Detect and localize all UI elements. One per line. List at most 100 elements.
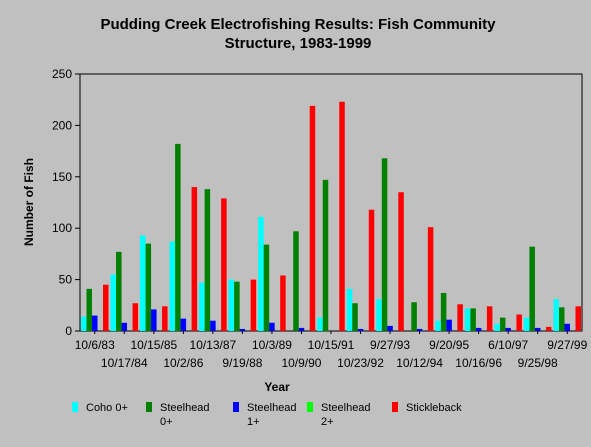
- bar-steelhead-0-0: [86, 288, 93, 331]
- bar-steelhead-0-9: [352, 303, 358, 331]
- chart-title-line-1: Pudding Creek Electrofishing Results: Fi…: [100, 16, 496, 33]
- legend-swatch: [307, 402, 313, 412]
- x-tick-label: 10/17/84: [101, 356, 148, 370]
- plot-area: [79, 73, 583, 332]
- bar-steelhead-1-10: [387, 325, 393, 331]
- bar-stickleback-0: [103, 284, 109, 331]
- x-tick-label: 10/2/86: [163, 356, 203, 370]
- y-tick-label: 100: [52, 221, 72, 235]
- y-tick-label: 50: [59, 273, 73, 287]
- bar-steelhead-0-1: [116, 251, 122, 331]
- bar-steelhead-1-5: [239, 328, 246, 331]
- bar-steelhead-0-6: [263, 244, 270, 331]
- bar-coho-0-4: [199, 282, 205, 331]
- bar-stickleback-14: [516, 314, 522, 331]
- legend-label: Steelhead: [321, 402, 371, 414]
- bar-stickleback-12: [457, 304, 463, 331]
- legend-swatch: [146, 402, 152, 412]
- x-axis: 10/6/83 10/17/84 10/15/85 10/2/86 10/13/87 9/…: [75, 331, 588, 370]
- bar-steelhead-1-11: [416, 328, 423, 331]
- bar-steelhead-1-9: [357, 328, 364, 331]
- x-tick-label: 9/27/93: [370, 338, 410, 352]
- bar-stickleback-3: [191, 187, 198, 331]
- bar-coho-0-9: [346, 288, 353, 331]
- bar-steelhead-1-0: [92, 315, 98, 331]
- x-tick-label: 10/15/91: [308, 338, 355, 352]
- x-tick-label: 10/23/92: [337, 356, 384, 370]
- bar-steelhead-0-10: [381, 158, 388, 331]
- bar-stickleback-2: [162, 306, 168, 331]
- bar-steelhead-0-2: [145, 243, 152, 331]
- bar-stickleback-7: [309, 105, 316, 332]
- bar-stickleback-13: [486, 306, 493, 331]
- x-tick-label: 10/12/94: [396, 356, 443, 370]
- y-axis: 0 50 100 150 200 250: [52, 67, 80, 338]
- bar-steelhead-1-7: [298, 327, 305, 331]
- bar-coho-0-13: [464, 308, 471, 331]
- bar-steelhead-1-12: [446, 319, 452, 331]
- bar-coho-0-12: [435, 320, 441, 331]
- x-tick-label: 10/13/87: [190, 338, 237, 352]
- bar-steelhead-1-1: [121, 322, 128, 331]
- bar-steelhead-1-14: [505, 327, 511, 331]
- legend-label: Steelhead: [247, 402, 297, 414]
- bar-steelhead-0-16: [558, 307, 565, 331]
- x-tick-label: 10/6/83: [75, 338, 115, 352]
- legend-label: Coho 0+: [86, 402, 128, 414]
- bar-stickleback-10: [398, 192, 404, 331]
- bar-coho-0-2: [140, 235, 146, 331]
- x-tick-label: 6/10/97: [488, 338, 528, 352]
- bar-steelhead-1-2: [151, 309, 157, 331]
- bar-stickleback-16: [575, 306, 581, 331]
- bar-steelhead-1-6: [269, 322, 275, 331]
- bar-steelhead-0-8: [322, 179, 329, 331]
- bars-group: [81, 101, 581, 332]
- bar-steelhead-0-3: [175, 143, 181, 331]
- legend: Coho 0+ Steelhead 0+ Steelhead 1+ Steelhead 2+…: [72, 402, 462, 428]
- bar-steelhead-1-3: [180, 318, 187, 331]
- legend-label: 1+: [247, 416, 260, 428]
- y-tick-label: 200: [52, 118, 72, 132]
- bar-stickleback-4: [221, 198, 227, 331]
- bar-steelhead-1-4: [210, 320, 216, 331]
- bar-steelhead-0-7: [293, 231, 299, 331]
- bar-steelhead-0-11: [411, 302, 417, 331]
- bar-coho-0-16: [553, 299, 559, 331]
- bar-coho-0-3: [169, 241, 176, 331]
- legend-label: Steelhead: [160, 402, 210, 414]
- bar-steelhead-0-15: [529, 246, 535, 331]
- bar-coho-0-8: [317, 317, 323, 331]
- x-axis-title: Year: [264, 380, 290, 394]
- x-tick-label: 10/15/85: [130, 338, 177, 352]
- legend-label: 2+: [321, 416, 334, 428]
- bar-coho-0-10: [376, 299, 382, 331]
- bar-stickleback-1: [132, 303, 139, 331]
- bar-steelhead-0-5: [234, 281, 240, 331]
- x-tick-label: 9/27/99: [547, 338, 587, 352]
- bar-coho-0-0: [81, 316, 87, 331]
- bar-coho-0-6: [258, 216, 264, 331]
- bar-stickleback-6: [280, 275, 286, 331]
- bar-coho-0-5: [228, 279, 235, 331]
- bar-coho-0-14: [494, 323, 500, 331]
- chart-title-line-2: Structure, 1983-1999: [225, 35, 372, 52]
- bar-steelhead-1-16: [564, 323, 570, 331]
- bar-steelhead-0-4: [204, 189, 211, 331]
- bar-stickleback-9: [368, 209, 375, 331]
- legend-label: Stickleback: [406, 402, 462, 414]
- legend-label: 0+: [160, 416, 173, 428]
- x-tick-label: 9/20/95: [429, 338, 469, 352]
- bar-coho-0-1: [110, 274, 117, 331]
- bar-coho-0-15: [523, 317, 530, 331]
- bar-steelhead-1-13: [475, 327, 482, 331]
- y-axis-title: Number of Fish: [22, 158, 36, 246]
- y-tick-label: 250: [52, 67, 72, 81]
- bar-steelhead-1-15: [534, 327, 541, 331]
- chart-title: Pudding Creek Electrofishing Results: Fi…: [100, 16, 496, 52]
- x-tick-label: 10/9/90: [281, 356, 321, 370]
- x-tick-label: 10/16/96: [455, 356, 502, 370]
- x-tick-label: 9/19/88: [222, 356, 262, 370]
- bar-stickleback-15: [545, 326, 552, 331]
- bar-stickleback-8: [339, 101, 345, 331]
